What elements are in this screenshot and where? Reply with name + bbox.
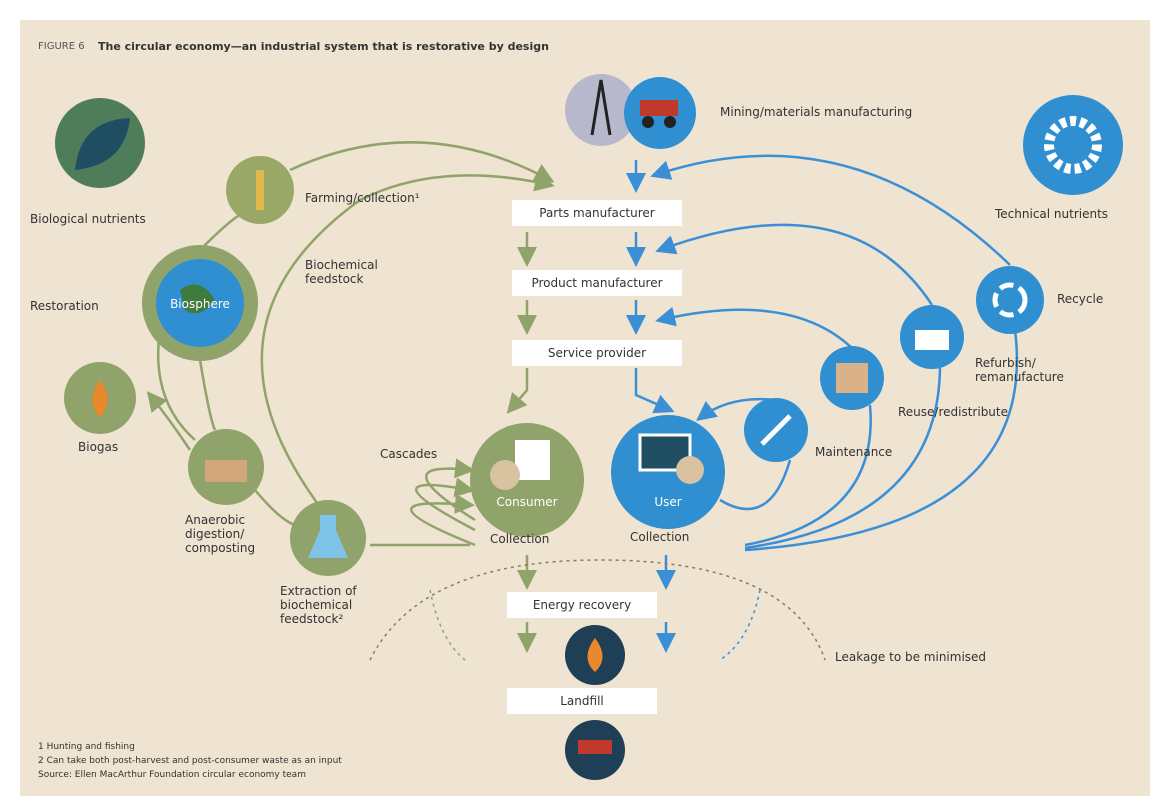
title: The circular economy—an industrial syste… — [98, 40, 549, 54]
label: Cascades — [380, 447, 437, 461]
label: Biochemical feedstock — [305, 258, 405, 286]
label: Maintenance — [815, 445, 892, 459]
label: Consumer — [472, 495, 582, 509]
diagram: FIGURE 6 The circular economy—an industr… — [0, 0, 1163, 804]
label: Restoration — [30, 299, 99, 313]
label: Refurbish/ remanufacture — [975, 356, 1085, 384]
figure-label: FIGURE 6 — [38, 40, 85, 54]
label: Technical nutrients — [995, 207, 1108, 221]
footnote: Source: Ellen MacArthur Foundation circu… — [38, 770, 306, 780]
box: Product manufacturer — [512, 270, 682, 296]
label: Biogas — [78, 440, 118, 454]
label: Mining/materials manufacturing — [720, 105, 912, 119]
label: Collection — [490, 532, 549, 546]
box: Service provider — [512, 340, 682, 366]
label: Biosphere — [145, 297, 255, 311]
label: User — [613, 495, 723, 509]
label: Recycle — [1057, 292, 1103, 306]
box: Energy recovery — [507, 592, 657, 618]
label: Extraction of biochemical feedstock² — [280, 584, 380, 626]
label: Anaerobic digestion/ composting — [185, 513, 275, 555]
label: Reuse/redistribute — [898, 405, 1008, 419]
label: Leakage to be minimised — [835, 650, 986, 664]
box: Landfill — [507, 688, 657, 714]
label: Biological nutrients — [30, 212, 146, 226]
footnote: 2 Can take both post-harvest and post-co… — [38, 756, 342, 766]
footnote: 1 Hunting and fishing — [38, 742, 135, 752]
label: Farming/collection¹ — [305, 191, 420, 205]
label: Collection — [630, 530, 689, 544]
diagram-graphics — [0, 0, 1163, 804]
box: Parts manufacturer — [512, 200, 682, 226]
